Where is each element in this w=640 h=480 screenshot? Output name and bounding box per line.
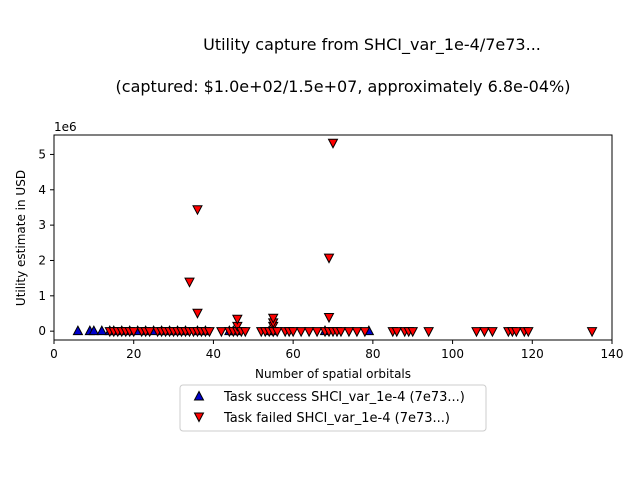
legend-box — [179, 384, 487, 432]
failed-point-68 — [479, 327, 490, 338]
x-tick-label-2: 40 — [206, 347, 221, 361]
failed-point-34 — [239, 327, 251, 338]
failed-point-74 — [522, 327, 534, 338]
failed-point-21 — [192, 205, 203, 216]
failed-point-49 — [311, 327, 323, 338]
y-tick-label-4: 4 — [38, 183, 46, 197]
legend: Task success SHCI_var_1e-4 (7e73...) Tas… — [179, 384, 487, 432]
chart-subtitle: (captured: $1.0e+02/1.5e+07, approximate… — [116, 77, 571, 96]
y-tick-label-5: 5 — [38, 147, 46, 161]
failed-point-46 — [287, 327, 299, 338]
x-tick-label-4: 80 — [365, 347, 380, 361]
success-point-2 — [88, 325, 100, 336]
y-offset-label: 1e6 — [54, 120, 77, 134]
failed-point-62 — [391, 327, 403, 338]
failed-point-27 — [216, 327, 227, 338]
x-tick-label-7: 140 — [601, 347, 624, 361]
x-tick-label-1: 20 — [126, 347, 141, 361]
failed-point-65 — [407, 327, 419, 338]
success-point-3 — [96, 325, 108, 336]
failed-point-67 — [471, 327, 482, 338]
y-tick-label-2: 2 — [38, 253, 46, 267]
failed-point-53 — [323, 313, 335, 324]
failed-point-66 — [423, 327, 434, 338]
plot-area — [53, 134, 613, 341]
failed-point-75 — [586, 327, 598, 338]
failed-point-43 — [271, 327, 283, 338]
x-tick-label-3: 60 — [286, 347, 301, 361]
data-markers — [72, 138, 598, 338]
failed-point-69 — [487, 327, 498, 338]
failed-point-59 — [351, 327, 363, 338]
failed-point-57 — [335, 327, 347, 338]
failed-point-19 — [184, 277, 195, 288]
failed-point-48 — [303, 327, 315, 338]
failed-point-52 — [323, 253, 335, 264]
chart-title: Utility capture from SHCI_var_1e-4/7e73.… — [203, 35, 541, 55]
failed-point-60 — [359, 327, 371, 338]
failed-point-22 — [192, 308, 203, 319]
legend-marker-success — [193, 390, 205, 401]
y-tick-label-0: 0 — [38, 324, 46, 338]
legend-marker-failed — [193, 412, 205, 423]
failed-point-9 — [144, 327, 155, 338]
failed-point-47 — [295, 327, 307, 338]
failed-point-54 — [327, 138, 339, 149]
failed-point-58 — [343, 327, 355, 338]
legend-label-failed: Task failed SHCI_var_1e-4 (7e73...) — [223, 411, 450, 426]
x-tick-label-6: 120 — [521, 347, 544, 361]
y-axis-label: Utility estimate in USD — [14, 170, 28, 306]
x-axis-label: Number of spatial orbitals — [255, 367, 411, 381]
failed-point-32 — [232, 314, 243, 325]
y-tick-label-1: 1 — [38, 289, 46, 303]
failed-point-6 — [128, 327, 140, 338]
failed-point-26 — [204, 327, 215, 338]
x-tick-label-0: 0 — [50, 347, 58, 361]
legend-label-success: Task success SHCI_var_1e-4 (7e73...) — [223, 390, 465, 405]
x-tick-label-5: 100 — [441, 347, 464, 361]
failed-point-41 — [267, 313, 279, 324]
success-point-0 — [72, 325, 84, 336]
failed-point-72 — [511, 327, 522, 338]
axis-ticks: 0 20 40 60 80 100 120 140 0 1 2 3 4 5 — [38, 147, 623, 361]
y-tick-label-3: 3 — [38, 218, 46, 232]
